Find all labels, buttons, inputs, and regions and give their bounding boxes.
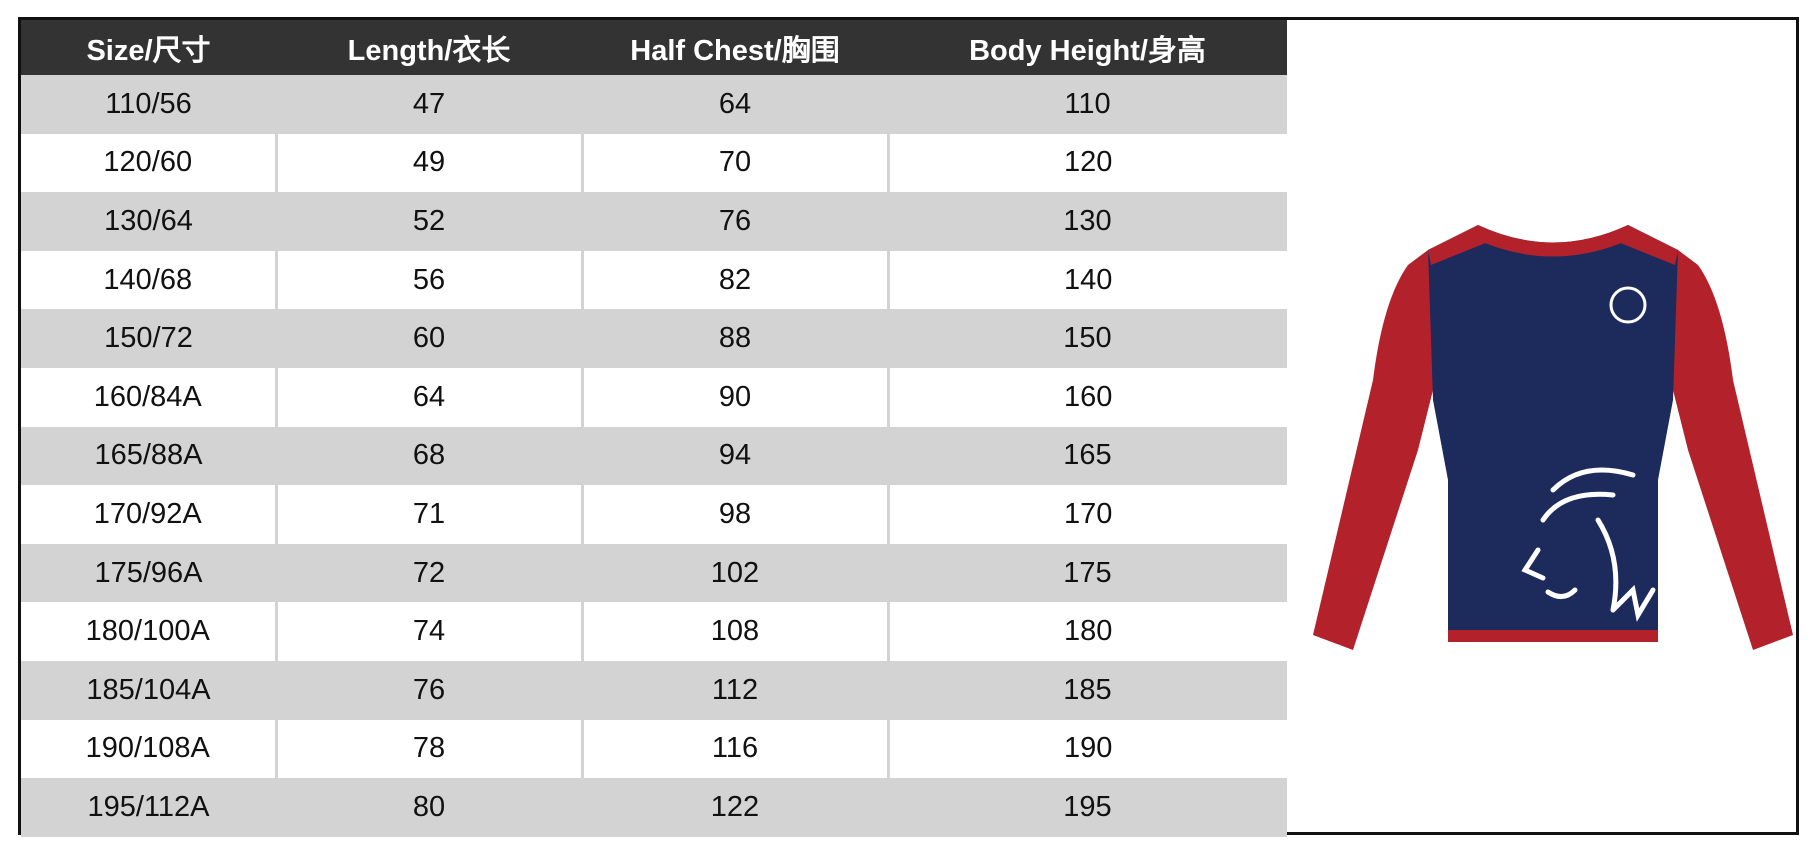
table-cell: 70 [580,133,888,193]
table-cell: 175 [888,543,1287,603]
table-cell: 170 [886,485,1287,544]
table-row: 130/64 52 76 130 [21,192,1287,251]
table-cell: 98 [580,485,888,544]
table-row: 180/100A 74 108 180 [21,602,1287,661]
table-cell: 190/108A [21,719,276,779]
column-header: Size/尺寸 [21,20,276,75]
crest-icon [1609,286,1647,324]
table-cell: 130 [888,192,1287,251]
table-cell: 68 [276,426,582,486]
table-cell: 102 [582,543,888,603]
table-row: 150/72 60 88 150 [21,309,1287,368]
table-cell: 160/84A [21,367,276,427]
table-cell: 150/72 [21,309,276,368]
table-cell: 185/104A [21,660,276,720]
table-row: 120/60 49 70 120 [21,133,1287,193]
table-cell: 195/112A [21,778,276,837]
table-cell: 180/100A [21,602,276,661]
table-row: 170/92A 71 98 170 [21,485,1287,544]
table-cell: 71 [274,485,582,544]
table-cell: 165 [888,426,1287,486]
table-cell: 190 [886,719,1287,779]
table-cell: 76 [582,192,888,251]
table-cell: 110 [888,75,1287,134]
column-header: Length/衣长 [276,20,582,75]
collar [1473,225,1633,257]
table-cell: 94 [582,426,888,486]
table-cell: 74 [274,602,582,661]
table-row: 140/68 56 82 140 [21,250,1287,310]
table-cell: 112 [582,660,888,720]
table-cell: 64 [582,75,888,134]
column-header: Body Height/身高 [888,20,1287,75]
size-chart: Size/尺寸 Length/衣长 Half Chest/胸围 Body Height… [18,17,1799,837]
table-cell: 47 [276,75,582,134]
table-cell: 165/88A [21,426,276,486]
table-cell: 170/92A [21,485,276,544]
size-table: Size/尺寸 Length/衣长 Half Chest/胸围 Body Height… [21,20,1287,837]
table-cell: 88 [582,309,888,368]
table-cell: 130/64 [21,192,276,251]
table-cell: 110/56 [21,75,276,134]
table-cell: 80 [276,778,582,837]
column-header: Half Chest/胸围 [582,20,888,75]
table-cell: 122 [582,778,888,837]
jersey-body [1428,225,1678,640]
table-row: 195/112A 80 122 195 [21,778,1287,837]
table-cell: 116 [580,719,888,779]
table-cell: 195 [888,778,1287,837]
table-row: 190/108A 78 116 190 [21,719,1287,779]
table-cell: 49 [274,133,582,193]
table-cell: 52 [276,192,582,251]
table-cell: 140 [886,250,1287,310]
table-row: 175/96A 72 102 175 [21,543,1287,603]
table-cell: 82 [580,250,888,310]
hem [1448,630,1658,642]
table-cell: 175/96A [21,543,276,603]
table-cell: 72 [276,543,582,603]
table-cell: 120 [886,133,1287,193]
table-row: 185/104A 76 112 185 [21,660,1287,720]
table-cell: 64 [274,367,582,427]
table-cell: 185 [888,660,1287,720]
left-sleeve [1313,250,1438,650]
table-row: 110/56 47 64 110 [21,75,1287,134]
table-cell: 60 [276,309,582,368]
shoulder-trim [1428,225,1678,265]
table-cell: 78 [274,719,582,779]
header-row: Size/尺寸 Length/衣长 Half Chest/胸围 Body Height… [21,20,1287,75]
right-sleeve [1668,250,1793,650]
table-cell: 90 [580,367,888,427]
lion-head-icon [1521,467,1656,622]
table-cell: 56 [274,250,582,310]
table-cell: 76 [276,660,582,720]
table-row: 165/88A 68 94 165 [21,426,1287,486]
table-cell: 108 [580,602,888,661]
table-cell: 160 [886,367,1287,427]
table-cell: 120/60 [21,133,276,193]
table-cell: 180 [886,602,1287,661]
table-cell: 150 [888,309,1287,368]
long-sleeve-jersey-icon [1313,225,1793,650]
table-row: 160/84A 64 90 160 [21,367,1287,427]
table-cell: 140/68 [21,250,276,310]
